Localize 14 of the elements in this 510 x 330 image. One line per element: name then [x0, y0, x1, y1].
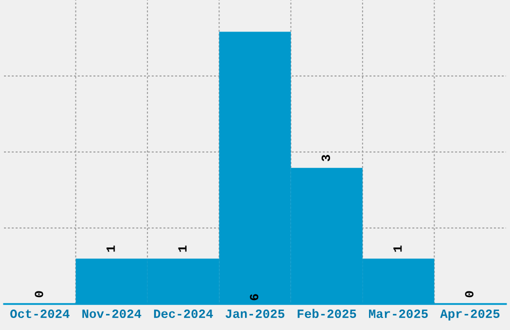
x-tick-label: Feb-2025 — [298, 308, 356, 318]
data-label: 1 — [393, 246, 402, 252]
data-label: 0 — [465, 291, 474, 298]
x-tick-label: Apr-2025 — [440, 310, 500, 321]
data-label: 1 — [106, 246, 115, 252]
x-tick-label: Oct-2024 — [10, 310, 70, 318]
x-tick-label: Jan-2025 — [226, 310, 284, 318]
x-tick-label: Dec-2024 — [154, 310, 213, 318]
x-tick-label: Nov-2024 — [82, 310, 142, 318]
data-label: 6 — [250, 294, 258, 300]
data-label: 1 — [178, 246, 187, 252]
data-label: 3 — [322, 154, 330, 162]
data-label: 0 — [34, 291, 44, 298]
x-tick-label: Mar-2025 — [369, 310, 428, 318]
